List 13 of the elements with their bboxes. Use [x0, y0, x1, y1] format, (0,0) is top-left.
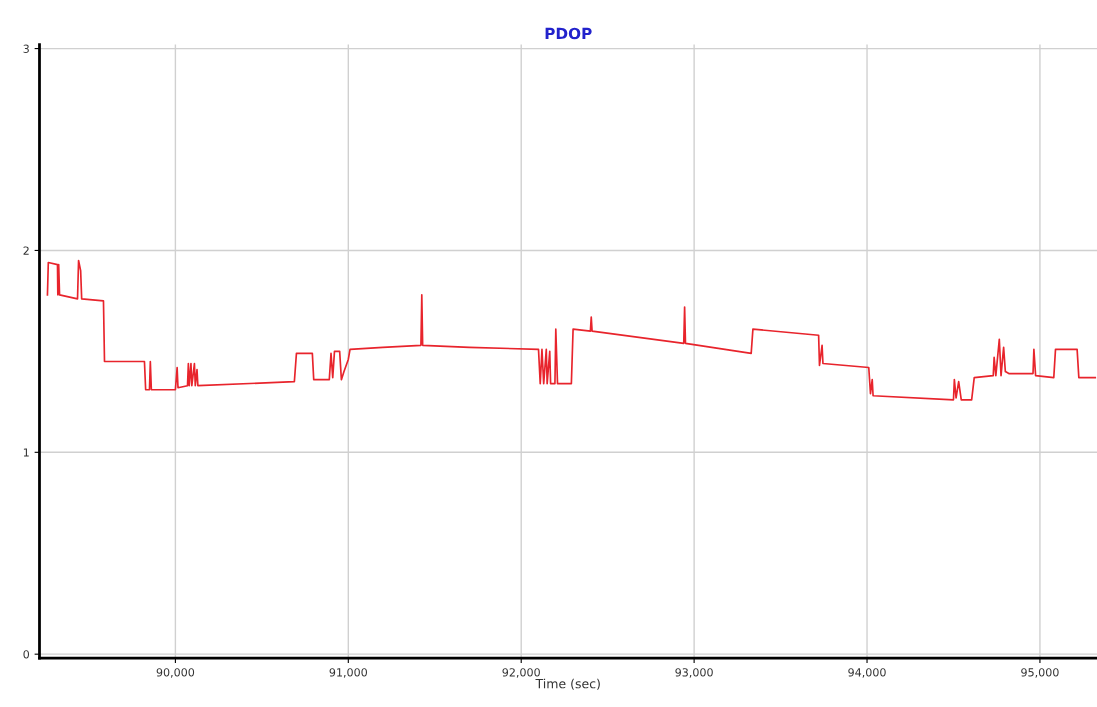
y-tick-label: 3 [23, 44, 29, 53]
y-tick-label: 2 [23, 246, 29, 255]
x-tick-label: 93,000 [675, 668, 713, 678]
x-tick-label: 90,000 [156, 668, 195, 678]
x-tick-label: 95,000 [1021, 668, 1059, 678]
x-tick-label: 91,000 [329, 668, 368, 678]
chart-title: PDOP [545, 27, 592, 40]
y-tick-label: 0 [23, 650, 30, 659]
x-tick-label: 92,000 [502, 668, 540, 678]
x-tick-label: 94,000 [848, 668, 886, 678]
line-series [46, 259, 1097, 401]
x-axis-title: Time (sec) [535, 678, 600, 690]
y-tick-label: 1 [23, 448, 29, 457]
